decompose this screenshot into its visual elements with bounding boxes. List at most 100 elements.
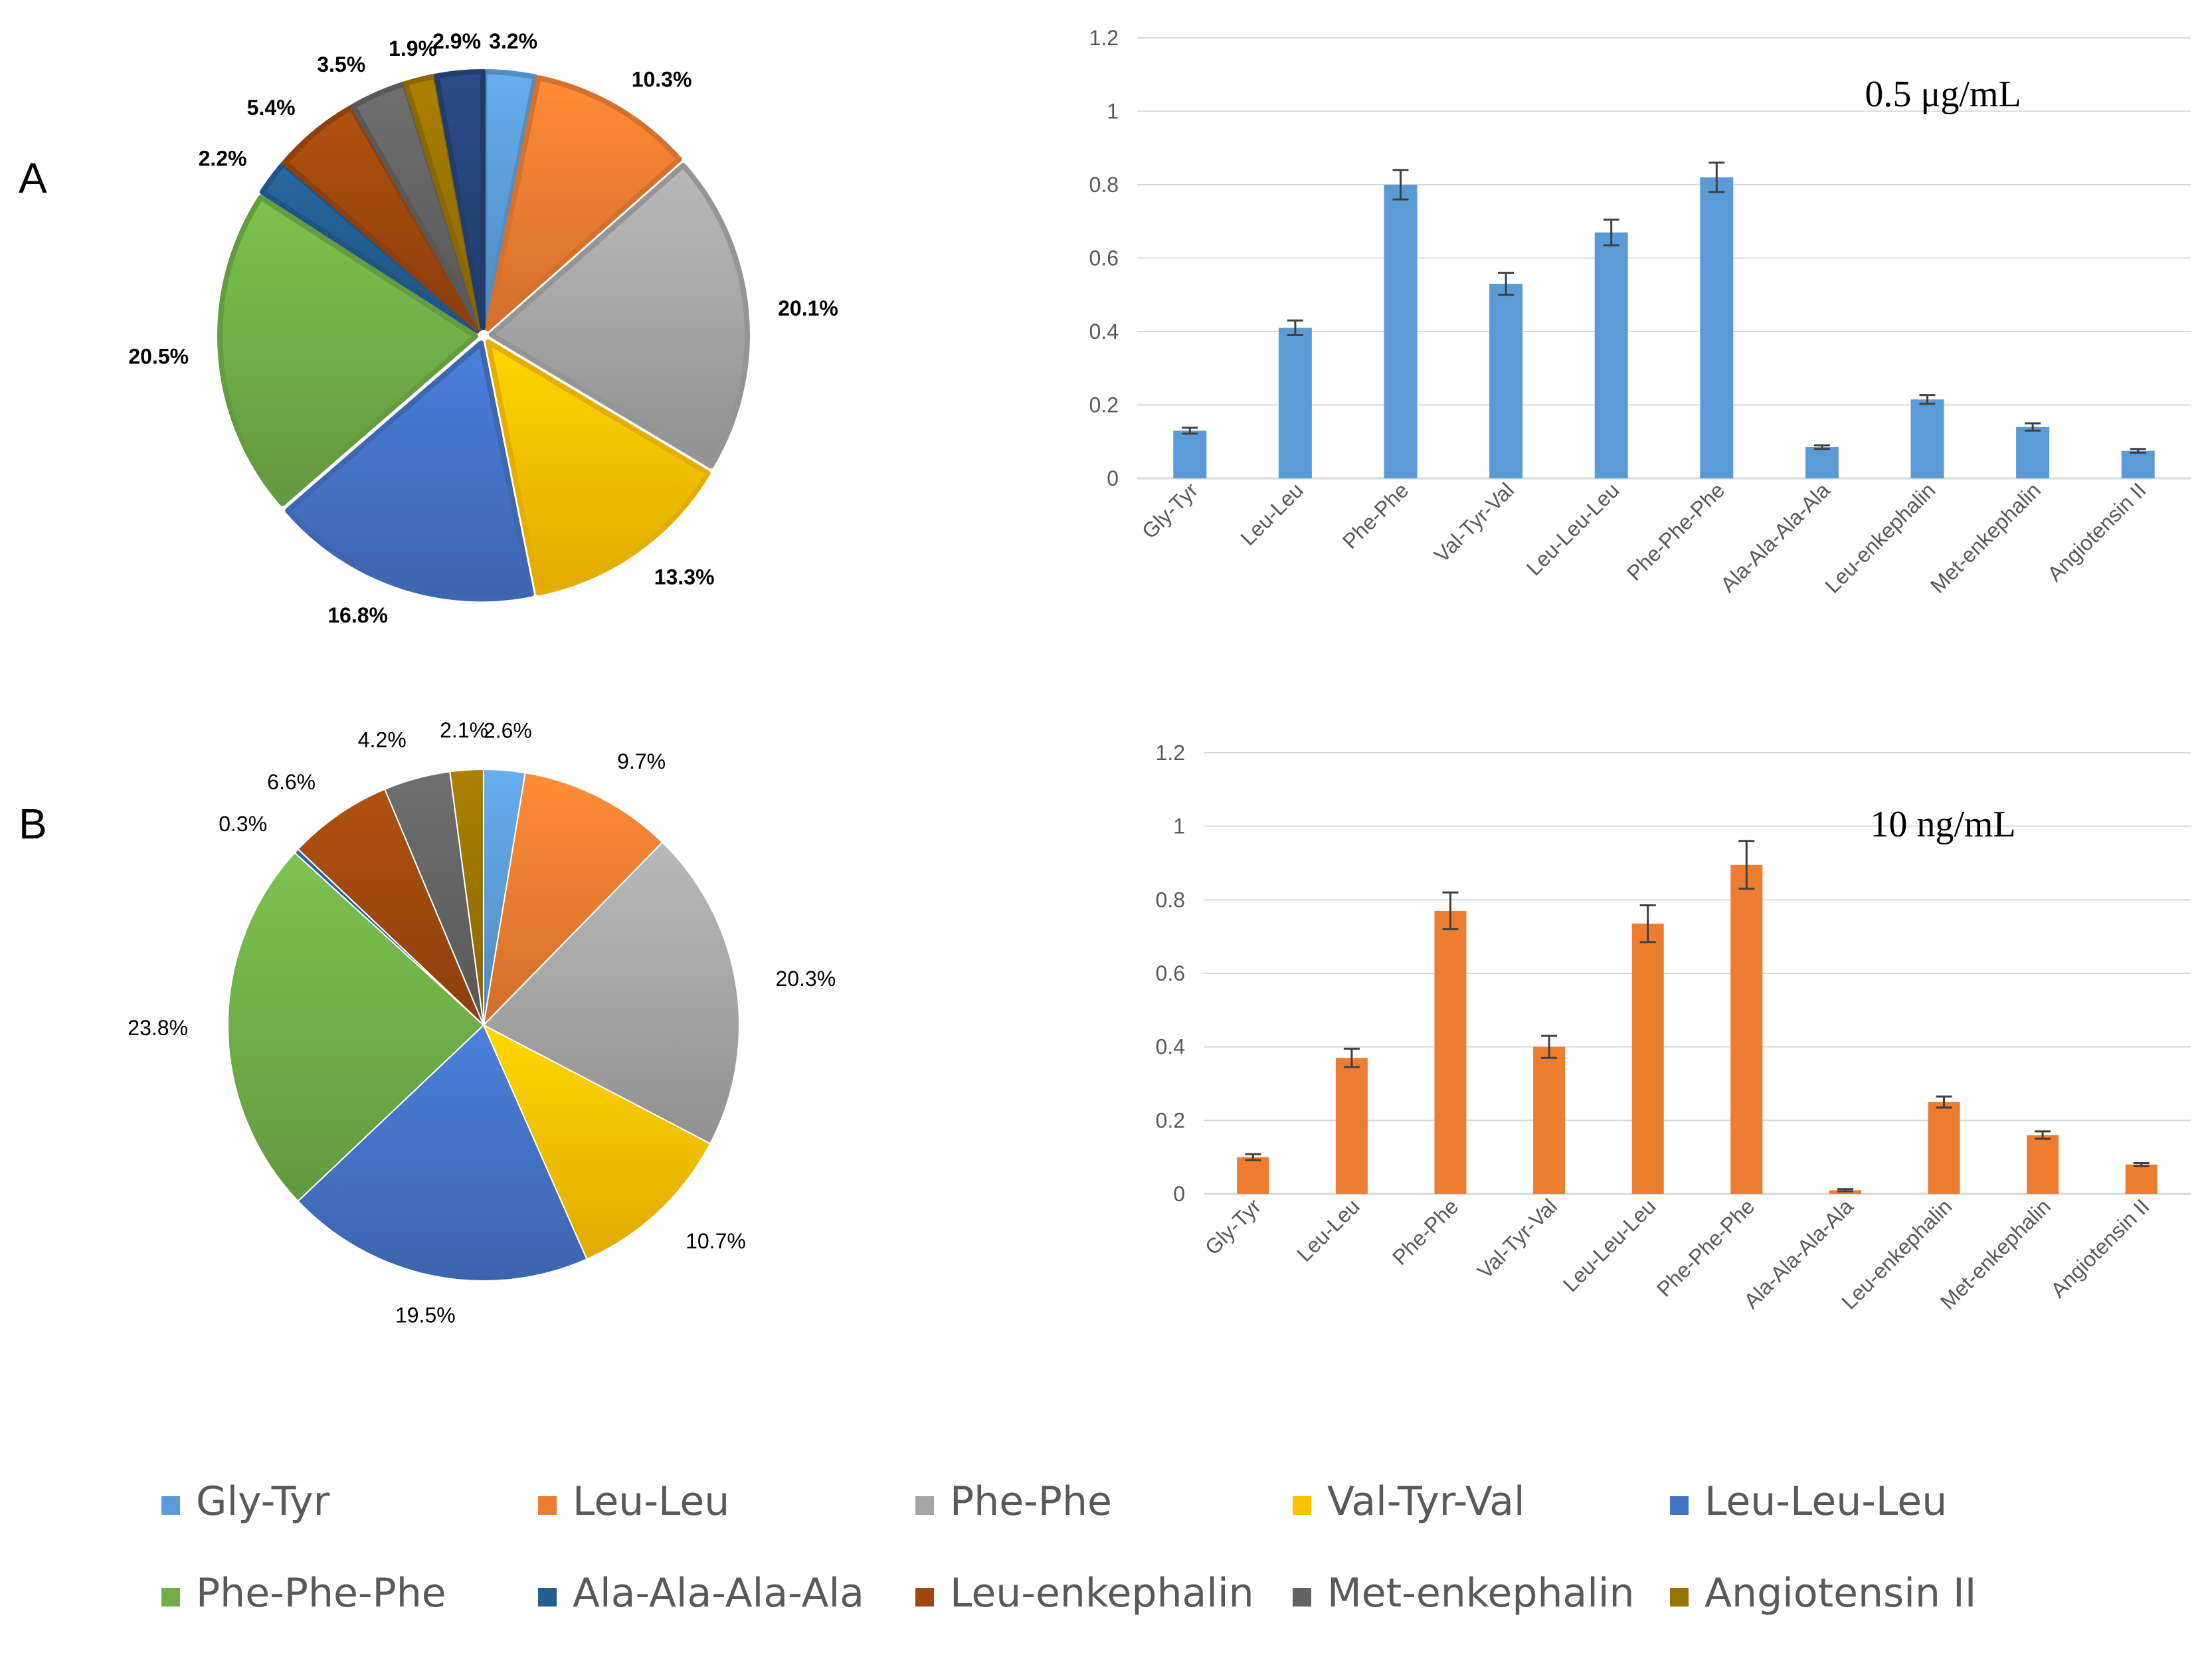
y-tick-label: 0.6: [1156, 961, 1185, 985]
error-bar: [2035, 1130, 2051, 1140]
legend-label: Phe-Phe-Phe: [196, 1570, 446, 1616]
y-tick-label: 0.2: [1089, 393, 1119, 417]
error-bar: [1837, 1188, 1853, 1193]
y-tick-label: 0.2: [1156, 1108, 1185, 1132]
y-tick-label: 0.6: [1089, 246, 1119, 270]
error-bar: [1343, 1047, 1360, 1068]
bar-chart-a: 0 0.2 0.4 0.6 0.8 1 1.2 Gly-Tyr Leu-Leu Phe-Phe Va…: [1089, 26, 2191, 598]
error-bar: [1541, 1034, 1558, 1059]
pie-slice: [227, 852, 484, 1202]
x-category-label: Angiotensin II: [2043, 478, 2151, 586]
legend-swatch: [915, 1588, 934, 1606]
legend-swatch: [1670, 1496, 1689, 1515]
pie-slice: [449, 769, 484, 1026]
pie-slice: [434, 69, 486, 331]
pie-data-label: 23.8%: [128, 1016, 188, 1040]
x-category-label: Leu-Leu: [1292, 1194, 1364, 1266]
error-bar: [1639, 904, 1656, 943]
legend-swatch: [538, 1588, 557, 1606]
bar: [1805, 447, 1839, 478]
pie-slice: [285, 340, 534, 602]
concentration-annotation: 0.5 μg/mL: [1865, 74, 2021, 115]
pie-data-label: 16.8%: [327, 603, 388, 627]
panel-label-a: A: [19, 154, 47, 202]
legend-item: Leu-Leu: [538, 1478, 729, 1525]
legend-swatch: [1293, 1588, 1311, 1606]
bar: [1730, 864, 1763, 1194]
pie-data-label: 13.3%: [654, 565, 715, 589]
error-bar: [1245, 1153, 1261, 1161]
pie-data-label: 10.7%: [686, 1229, 746, 1253]
bar: [1928, 1102, 1960, 1194]
pie-data-label: 10.3%: [632, 68, 692, 92]
error-bar: [1182, 427, 1198, 435]
error-bar: [1498, 272, 1515, 296]
pie-data-label: 0.3%: [219, 812, 267, 836]
pie-data-label: 19.5%: [395, 1303, 456, 1327]
pie-slice: [483, 1024, 711, 1260]
x-category-label: Leu-Leu-Leu: [1522, 478, 1624, 580]
pie-slice: [217, 195, 479, 506]
legend-item: Leu-Leu-Leu: [1670, 1478, 1947, 1525]
legend: Gly-Tyr Leu-Leu Phe-Phe Val-Tyr-Val Leu-Leu-…: [161, 1478, 1976, 1616]
legend-item: Gly-Tyr: [161, 1478, 330, 1525]
x-category-label: Angiotensin II: [2046, 1194, 2154, 1302]
legend-label: Gly-Tyr: [196, 1478, 330, 1525]
bar: [1910, 399, 1944, 478]
legend-label: Leu-Leu: [573, 1478, 729, 1525]
bar: [1434, 910, 1467, 1194]
pie-data-label: 2.6%: [484, 718, 532, 742]
bar: [1335, 1058, 1368, 1194]
x-category-label: Phe-Phe: [1388, 1194, 1463, 1270]
x-category-label: Leu-Leu-Leu: [1558, 1194, 1661, 1296]
pie-slice: [483, 772, 664, 1026]
bar: [1384, 185, 1418, 478]
legend-swatch: [161, 1588, 180, 1606]
error-bar: [1919, 394, 1936, 405]
legend-label: Met-enkephalin: [1327, 1570, 1635, 1616]
pie-data-label: 20.3%: [775, 967, 836, 991]
error-bar: [2133, 1162, 2150, 1167]
y-tick-label: 1.2: [1156, 741, 1185, 765]
bar: [1173, 431, 1207, 478]
legend-item: Leu-enkephalin: [915, 1570, 1254, 1616]
bar: [1594, 232, 1628, 478]
y-tick-label: 0: [1107, 466, 1119, 490]
pie-data-label: 2.2%: [199, 147, 247, 171]
x-category-label: Val-Tyr-Val: [1473, 1194, 1562, 1283]
legend-item: Phe-Phe: [915, 1478, 1112, 1525]
x-category-label: Gly-Tyr: [1137, 478, 1203, 543]
concentration-annotation: 10 ng/mL: [1870, 804, 2015, 845]
panel-label-b: B: [19, 800, 47, 848]
error-bar: [1442, 891, 1459, 931]
y-tick-label: 0.8: [1156, 888, 1185, 912]
bar: [2125, 1164, 2158, 1194]
legend-swatch: [161, 1496, 180, 1515]
pie-data-label: 4.2%: [358, 728, 407, 751]
legend-label: Angiotensin II: [1705, 1570, 1976, 1616]
y-tick-label: 0.4: [1156, 1035, 1185, 1059]
error-bar: [2130, 448, 2146, 454]
error-bar: [2025, 422, 2041, 432]
y-tick-label: 0.4: [1089, 320, 1119, 343]
x-category-label: Ala-Ala-Ala-Ala: [1716, 478, 1835, 597]
y-tick-label: 1: [1107, 100, 1119, 124]
error-bar: [1738, 840, 1755, 890]
legend-label: Phe-Phe: [950, 1478, 1112, 1525]
y-tick-label: 0: [1173, 1182, 1185, 1206]
pie-data-label: 2.9%: [432, 29, 481, 53]
pie-data-label: 20.5%: [128, 344, 189, 368]
legend-item: Phe-Phe-Phe: [161, 1570, 446, 1616]
pie-data-label: 6.6%: [267, 770, 316, 794]
bar: [1489, 284, 1523, 478]
legend-swatch: [915, 1496, 934, 1515]
bar: [1278, 328, 1312, 478]
bar: [1631, 924, 1664, 1194]
bar: [1700, 177, 1734, 478]
x-category-label: Phe-Phe: [1338, 478, 1414, 553]
bar: [2027, 1135, 2059, 1194]
legend-swatch: [538, 1496, 557, 1515]
x-category-label: Val-Tyr-Val: [1429, 478, 1519, 567]
y-tick-label: 1: [1173, 815, 1185, 838]
legend-label: Ala-Ala-Ala-Ala: [573, 1570, 864, 1616]
